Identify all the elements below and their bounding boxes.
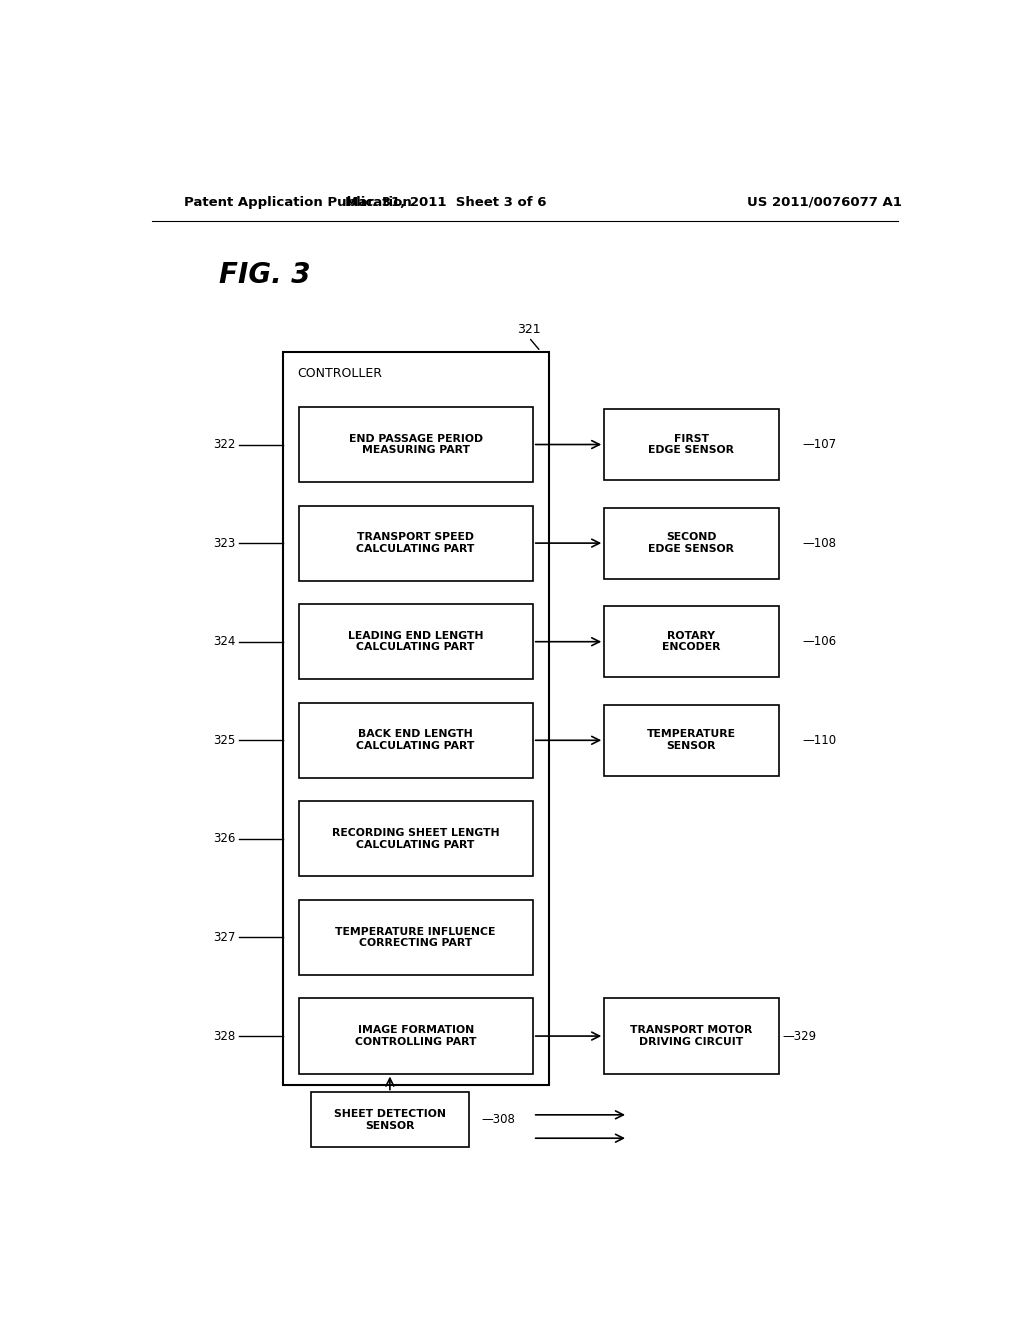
Bar (604, 606, 778, 677)
Text: 328: 328 (213, 1030, 236, 1043)
Bar (604, 409, 778, 480)
Text: —329: —329 (782, 1030, 817, 1043)
Text: —308: —308 (481, 1113, 515, 1126)
Text: END PASSAGE PERIOD
MEASURING PART: END PASSAGE PERIOD MEASURING PART (348, 434, 482, 455)
Text: LEADING END LENGTH
CALCULATING PART: LEADING END LENGTH CALCULATING PART (348, 631, 483, 652)
Text: 325: 325 (213, 734, 236, 747)
Text: —110: —110 (803, 734, 837, 747)
Bar (299, 702, 532, 777)
Bar (299, 407, 532, 482)
Bar (299, 605, 532, 680)
Bar (604, 998, 778, 1073)
Text: 324: 324 (213, 635, 236, 648)
Text: —107: —107 (803, 438, 837, 451)
Text: TEMPERATURE
SENSOR: TEMPERATURE SENSOR (647, 730, 736, 751)
Text: ROTARY
ENCODER: ROTARY ENCODER (663, 631, 721, 652)
Text: US 2011/0076077 A1: US 2011/0076077 A1 (748, 195, 902, 209)
Text: 327: 327 (213, 931, 236, 944)
Bar (299, 801, 532, 876)
Text: 323: 323 (213, 537, 236, 549)
Text: Patent Application Publication: Patent Application Publication (183, 195, 412, 209)
Text: FIRST
EDGE SENSOR: FIRST EDGE SENSOR (648, 434, 734, 455)
Text: —108: —108 (803, 537, 837, 549)
Text: SHEET DETECTION
SENSOR: SHEET DETECTION SENSOR (334, 1109, 445, 1131)
Bar (299, 506, 532, 581)
Bar (299, 998, 532, 1073)
Text: 322: 322 (213, 438, 236, 451)
Bar (604, 507, 778, 578)
Text: 321: 321 (517, 322, 541, 335)
Bar (604, 705, 778, 776)
Bar (299, 900, 532, 975)
Text: FIG. 3: FIG. 3 (219, 261, 310, 289)
Text: IMAGE FORMATION
CONTROLLING PART: IMAGE FORMATION CONTROLLING PART (355, 1026, 476, 1047)
Text: SECOND
EDGE SENSOR: SECOND EDGE SENSOR (648, 532, 734, 554)
Text: BACK END LENGTH
CALCULATING PART: BACK END LENGTH CALCULATING PART (356, 730, 475, 751)
Bar (310, 1093, 469, 1147)
Text: CONTROLLER: CONTROLLER (297, 367, 382, 380)
Text: RECORDING SHEET LENGTH
CALCULATING PART: RECORDING SHEET LENGTH CALCULATING PART (332, 828, 500, 850)
Text: 326: 326 (213, 833, 236, 845)
Text: TRANSPORT SPEED
CALCULATING PART: TRANSPORT SPEED CALCULATING PART (356, 532, 475, 554)
Text: TRANSPORT MOTOR
DRIVING CIRCUIT: TRANSPORT MOTOR DRIVING CIRCUIT (630, 1026, 753, 1047)
Text: —106: —106 (803, 635, 837, 648)
Text: Mar. 31, 2011  Sheet 3 of 6: Mar. 31, 2011 Sheet 3 of 6 (345, 195, 546, 209)
Bar (283, 351, 549, 1085)
Text: TEMPERATURE INFLUENCE
CORRECTING PART: TEMPERATURE INFLUENCE CORRECTING PART (336, 927, 496, 948)
